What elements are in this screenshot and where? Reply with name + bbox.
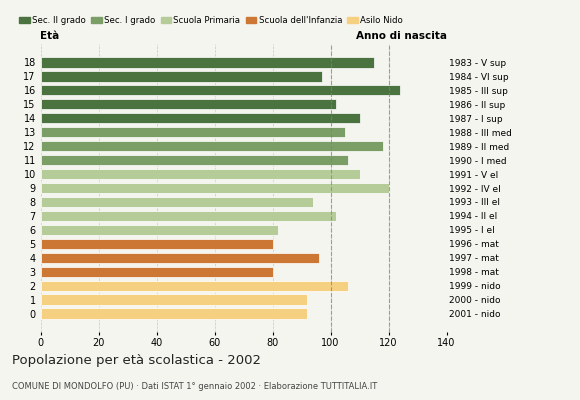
Bar bbox=[41, 211, 336, 221]
Bar bbox=[41, 99, 336, 110]
Bar bbox=[41, 127, 345, 137]
Text: Età: Età bbox=[40, 31, 59, 41]
Bar bbox=[41, 266, 273, 277]
Bar bbox=[41, 71, 322, 82]
Bar bbox=[41, 239, 273, 249]
Bar bbox=[41, 225, 278, 235]
Bar bbox=[41, 252, 319, 263]
Text: Anno di nascita: Anno di nascita bbox=[356, 31, 447, 41]
Bar bbox=[41, 308, 307, 319]
Text: COMUNE DI MONDOLFO (PU) · Dati ISTAT 1° gennaio 2002 · Elaborazione TUTTITALIA.I: COMUNE DI MONDOLFO (PU) · Dati ISTAT 1° … bbox=[12, 382, 377, 391]
Legend: Sec. II grado, Sec. I grado, Scuola Primaria, Scuola dell'Infanzia, Asilo Nido: Sec. II grado, Sec. I grado, Scuola Prim… bbox=[16, 12, 407, 28]
Bar bbox=[41, 294, 307, 305]
Text: Popolazione per età scolastica - 2002: Popolazione per età scolastica - 2002 bbox=[12, 354, 260, 367]
Bar bbox=[41, 85, 400, 96]
Bar bbox=[41, 141, 383, 151]
Bar bbox=[41, 183, 389, 193]
Bar bbox=[41, 280, 348, 291]
Bar bbox=[41, 155, 348, 165]
Bar bbox=[41, 113, 360, 124]
Bar bbox=[41, 57, 374, 68]
Bar bbox=[41, 197, 313, 207]
Bar bbox=[41, 169, 360, 179]
